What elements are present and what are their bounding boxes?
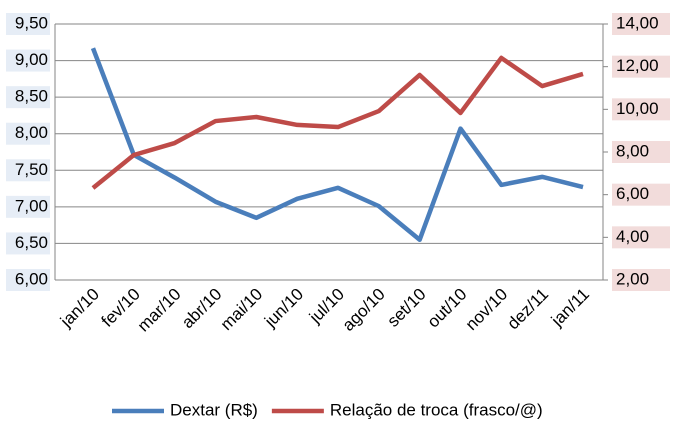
- y-tick-label: 8,50: [15, 87, 48, 106]
- y2-tick-label-bg: [612, 183, 670, 206]
- y-tick-label: 9,50: [15, 13, 48, 32]
- y-tick-label: 7,50: [15, 160, 48, 179]
- y-tick-label-bg: [6, 122, 50, 145]
- x-tick-label: nov/10: [462, 285, 512, 335]
- y-tick-label: 6,00: [15, 269, 48, 288]
- y2-tick-label-bg: [612, 55, 670, 78]
- y-tick-label: 9,00: [15, 50, 48, 69]
- x-tick-label: mar/10: [134, 285, 185, 336]
- y-tick-label-bg: [6, 13, 50, 35]
- y2-tick-label: 12,00: [616, 56, 659, 75]
- y2-tick-label: 6,00: [616, 184, 649, 203]
- y2-tick-label: 14,00: [616, 13, 659, 32]
- y2-tick-label-bg: [612, 141, 670, 163]
- x-tick-label: abr/10: [178, 285, 226, 333]
- y2-tick-label: 8,00: [616, 141, 649, 160]
- x-tick-label: mai/10: [217, 285, 267, 335]
- x-tick-label: jan/11: [547, 285, 593, 331]
- x-tick-label: dez/11: [504, 285, 553, 334]
- y-tick-label: 6,50: [15, 233, 48, 252]
- y2-tick-label-bg: [612, 13, 670, 35]
- legend-label: Dextar (R$): [170, 400, 258, 419]
- y-tick-label-bg: [6, 159, 50, 182]
- x-tick-label: ago/10: [339, 285, 389, 335]
- x-tick-label: out/10: [424, 285, 471, 332]
- y2-tick-label: 4,00: [616, 227, 649, 246]
- y-tick-label-bg: [6, 232, 50, 255]
- x-tick-label: set/10: [383, 285, 429, 331]
- y-tick-label-bg: [6, 86, 50, 109]
- y2-tick-label-bg: [612, 226, 670, 249]
- x-tick-label: jan/10: [56, 285, 103, 332]
- y-tick-label: 7,00: [15, 196, 48, 215]
- data-line: [91, 55, 584, 190]
- y2-tick-label-bg: [612, 269, 670, 291]
- y2-tick-label: 10,00: [616, 99, 659, 118]
- legend-label: Relação de troca (frasco/@): [330, 400, 543, 419]
- data-line: [90, 47, 584, 243]
- y-tick-label: 8,00: [15, 123, 48, 142]
- y-tick-label-bg: [6, 49, 50, 72]
- y2-tick-label: 2,00: [616, 269, 649, 288]
- y-tick-label-bg: [6, 269, 50, 291]
- y-tick-label-bg: [6, 195, 50, 218]
- x-tick-label: jun/10: [260, 285, 307, 332]
- y2-tick-label-bg: [612, 98, 670, 121]
